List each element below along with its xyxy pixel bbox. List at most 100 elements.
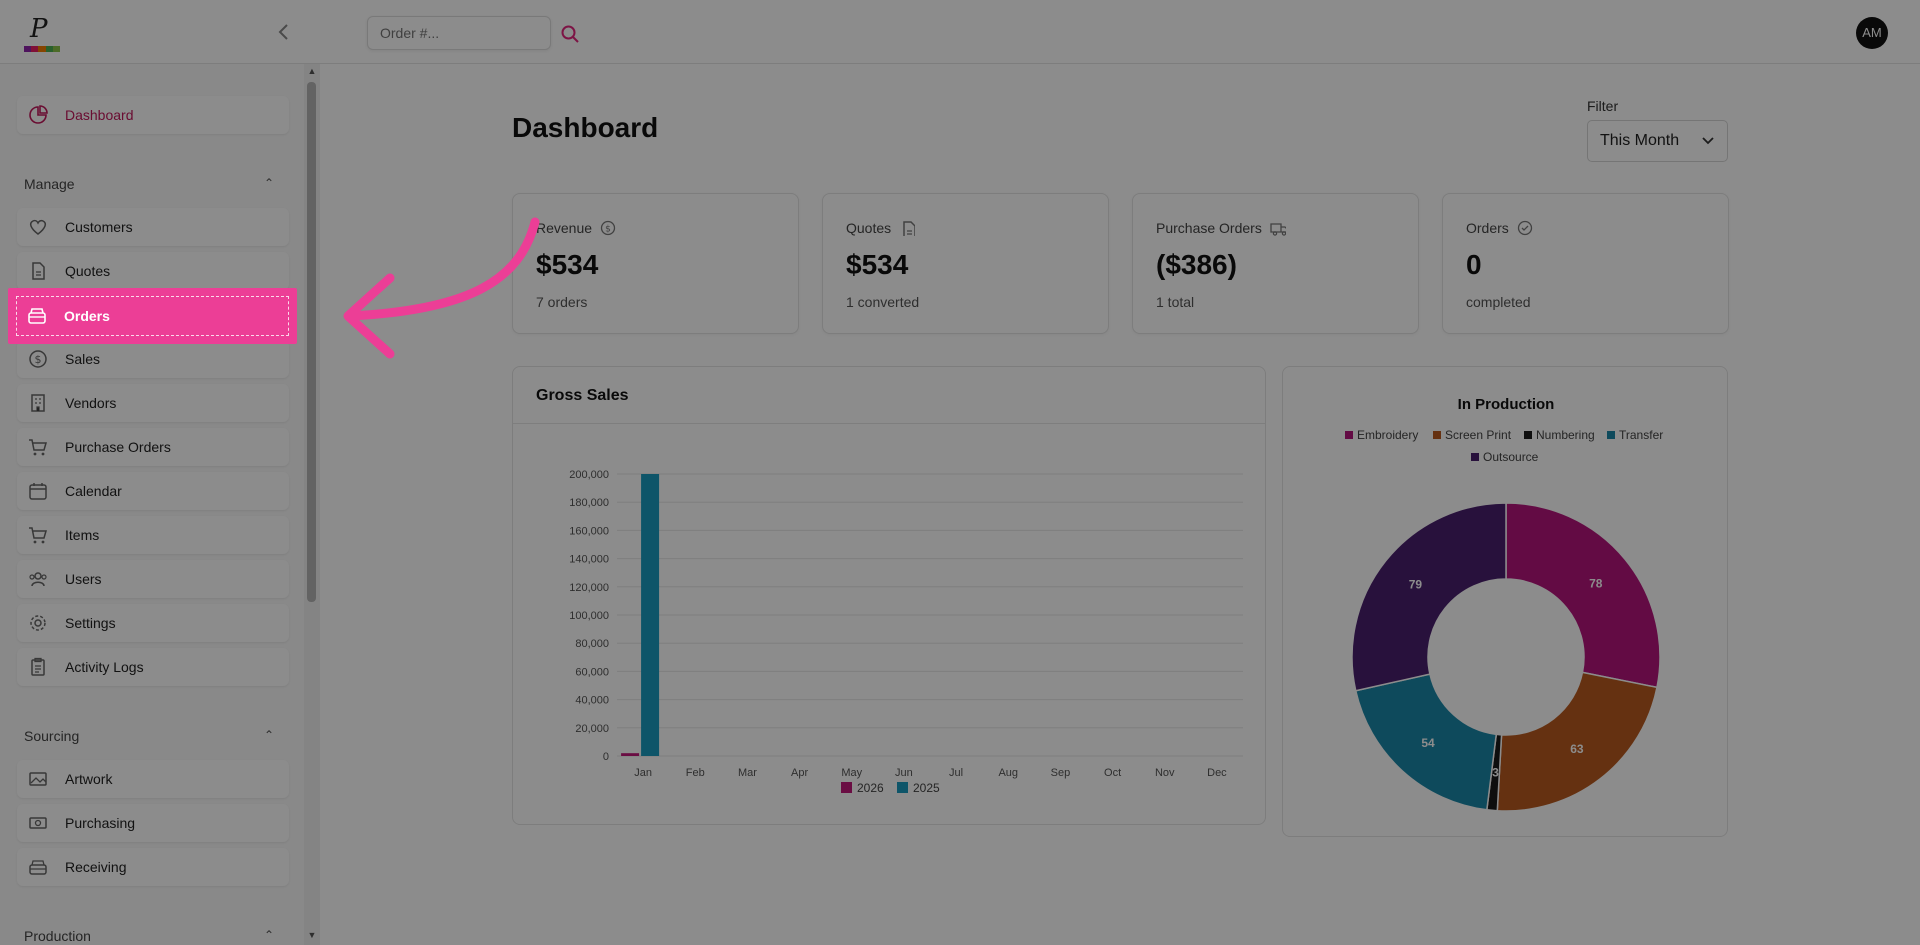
- filter-select[interactable]: This Month: [1587, 120, 1728, 162]
- legend-swatch: [1524, 431, 1532, 439]
- card-title-row: Purchase Orders: [1156, 220, 1286, 236]
- truck-icon: [1270, 223, 1286, 236]
- chart-title: In Production: [1458, 396, 1555, 413]
- order-search-input[interactable]: [367, 16, 551, 50]
- sidebar-item-customers[interactable]: Customers: [17, 208, 289, 246]
- legend-label[interactable]: Outsource: [1483, 450, 1539, 464]
- gear-icon: [27, 612, 49, 634]
- slice-value-label: 78: [1589, 577, 1603, 591]
- stat-card-purchase-orders: Purchase Orders ($386) 1 total: [1132, 193, 1419, 334]
- sidebar-item-dashboard[interactable]: Dashboard: [17, 96, 289, 134]
- sidebar-item-purchasing[interactable]: Purchasing: [17, 804, 289, 842]
- slice-outsource[interactable]: [1351, 502, 1507, 692]
- x-tick-label: Aug: [998, 767, 1018, 779]
- card-title: Purchase Orders: [1156, 220, 1262, 236]
- legend-label[interactable]: Screen Print: [1445, 428, 1512, 442]
- legend-label[interactable]: 2025: [913, 781, 940, 795]
- x-tick-label: Nov: [1155, 767, 1175, 779]
- logo-stripe: [45, 46, 53, 52]
- sidebar-item-label: Receiving: [65, 859, 127, 875]
- card-title-row: Quotes: [846, 220, 916, 236]
- y-tick-label: 0: [603, 751, 609, 763]
- pie-chart-icon: [27, 104, 49, 126]
- card-subtitle: completed: [1466, 294, 1531, 310]
- legend-label[interactable]: Embroidery: [1357, 428, 1418, 442]
- avatar[interactable]: AM: [1856, 17, 1888, 49]
- y-tick-label: 60,000: [575, 666, 609, 678]
- sidebar-item-calendar[interactable]: Calendar: [17, 472, 289, 510]
- x-tick-label: Oct: [1104, 767, 1121, 779]
- slice-value-label: 3: [1492, 766, 1499, 780]
- sidebar-item-label: Orders: [64, 308, 110, 324]
- y-tick-label: 120,000: [569, 582, 609, 594]
- tray-icon: [27, 856, 49, 878]
- x-tick-label: Dec: [1207, 767, 1227, 779]
- scroll-up-arrow-icon[interactable]: ▲: [307, 66, 317, 76]
- card-subtitle: 1 converted: [846, 294, 920, 310]
- legend-label[interactable]: Transfer: [1619, 428, 1663, 442]
- chevron-down-icon: [1701, 121, 1715, 176]
- sidebar-item-label: Customers: [65, 219, 133, 235]
- svg-text:$: $: [605, 225, 611, 235]
- dollar-icon: $: [27, 348, 49, 370]
- logo-stripe: [31, 46, 39, 52]
- chevron-up-icon[interactable]: ⌃: [264, 928, 275, 942]
- bar-2025-Jan[interactable]: [641, 474, 660, 756]
- check-circle-icon: [1517, 220, 1532, 236]
- sidebar-item-label: Settings: [65, 615, 116, 631]
- document-icon: [903, 221, 916, 236]
- y-tick-label: 20,000: [575, 723, 609, 735]
- svg-text:$: $: [35, 353, 42, 366]
- sidebar-item-label: Purchasing: [65, 815, 136, 831]
- chevron-up-icon[interactable]: ⌃: [264, 728, 275, 742]
- y-tick-label: 140,000: [569, 554, 609, 566]
- chevron-left-icon: [278, 24, 288, 40]
- legend-swatch: [1607, 431, 1615, 439]
- sidebar-item-vendors[interactable]: Vendors: [17, 384, 289, 422]
- x-tick-label: Jan: [634, 767, 652, 779]
- sidebar-item-receiving[interactable]: Receiving: [17, 848, 289, 886]
- legend-label[interactable]: 2026: [857, 781, 884, 795]
- building-icon: [27, 392, 49, 414]
- sidebar-item-quotes[interactable]: Quotes: [17, 252, 289, 290]
- sidebar-item-purchase-orders[interactable]: Purchase Orders: [17, 428, 289, 466]
- gross-sales-chart: 0 20,000 40,000 60,000 80,000 100,000 120,000 1…: [569, 469, 1243, 795]
- cart-icon: [27, 524, 49, 546]
- top-bar: P AM: [0, 0, 1920, 64]
- search-icon[interactable]: [560, 24, 580, 44]
- sidebar-item-label: Artwork: [65, 771, 113, 787]
- x-tick-label: Jun: [895, 767, 913, 779]
- clipboard-icon: [27, 656, 49, 678]
- scroll-down-arrow-icon[interactable]: ▼: [307, 930, 317, 940]
- y-tick-label: 200,000: [569, 469, 609, 481]
- slice-transfer[interactable]: [1354, 673, 1498, 811]
- sidebar-item-items[interactable]: Items: [17, 516, 289, 554]
- x-tick-label: Apr: [791, 767, 808, 779]
- sidebar-item-activity-logs[interactable]: Activity Logs: [17, 648, 289, 686]
- sidebar-item-artwork[interactable]: Artwork: [17, 760, 289, 798]
- sidebar-scrollbar-thumb[interactable]: [307, 82, 316, 602]
- sidebar-item-label: Dashboard: [65, 107, 134, 123]
- bar-2026-Jan[interactable]: [621, 753, 640, 756]
- sidebar-item-sales[interactable]: $ Sales: [17, 340, 289, 378]
- sidebar-item-settings[interactable]: Settings: [17, 604, 289, 642]
- sidebar-item-orders-highlighted[interactable]: Orders: [8, 288, 297, 344]
- collapse-sidebar-button[interactable]: [272, 20, 296, 44]
- logo-stripes: [24, 46, 61, 52]
- legend-swatch: [1345, 431, 1353, 439]
- legend-label[interactable]: Numbering: [1536, 428, 1595, 442]
- y-tick-label: 160,000: [569, 525, 609, 537]
- logo-stripe: [24, 46, 32, 52]
- in-production-chart: In Production Embroidery Screen Print Numbe…: [1345, 396, 1663, 812]
- legend-swatch: [897, 782, 908, 793]
- card-value: ($386): [1156, 249, 1237, 280]
- slice-embroidery[interactable]: [1505, 502, 1661, 689]
- chevron-up-icon[interactable]: ⌃: [264, 176, 275, 190]
- card-title: Revenue: [536, 220, 593, 236]
- slice-screen-print[interactable]: [1496, 671, 1658, 812]
- card-value: $534: [536, 249, 599, 280]
- x-tick-label: Mar: [738, 767, 757, 779]
- app-logo[interactable]: P: [22, 16, 62, 54]
- sidebar-item-users[interactable]: Users: [17, 560, 289, 598]
- legend-swatch: [841, 782, 852, 793]
